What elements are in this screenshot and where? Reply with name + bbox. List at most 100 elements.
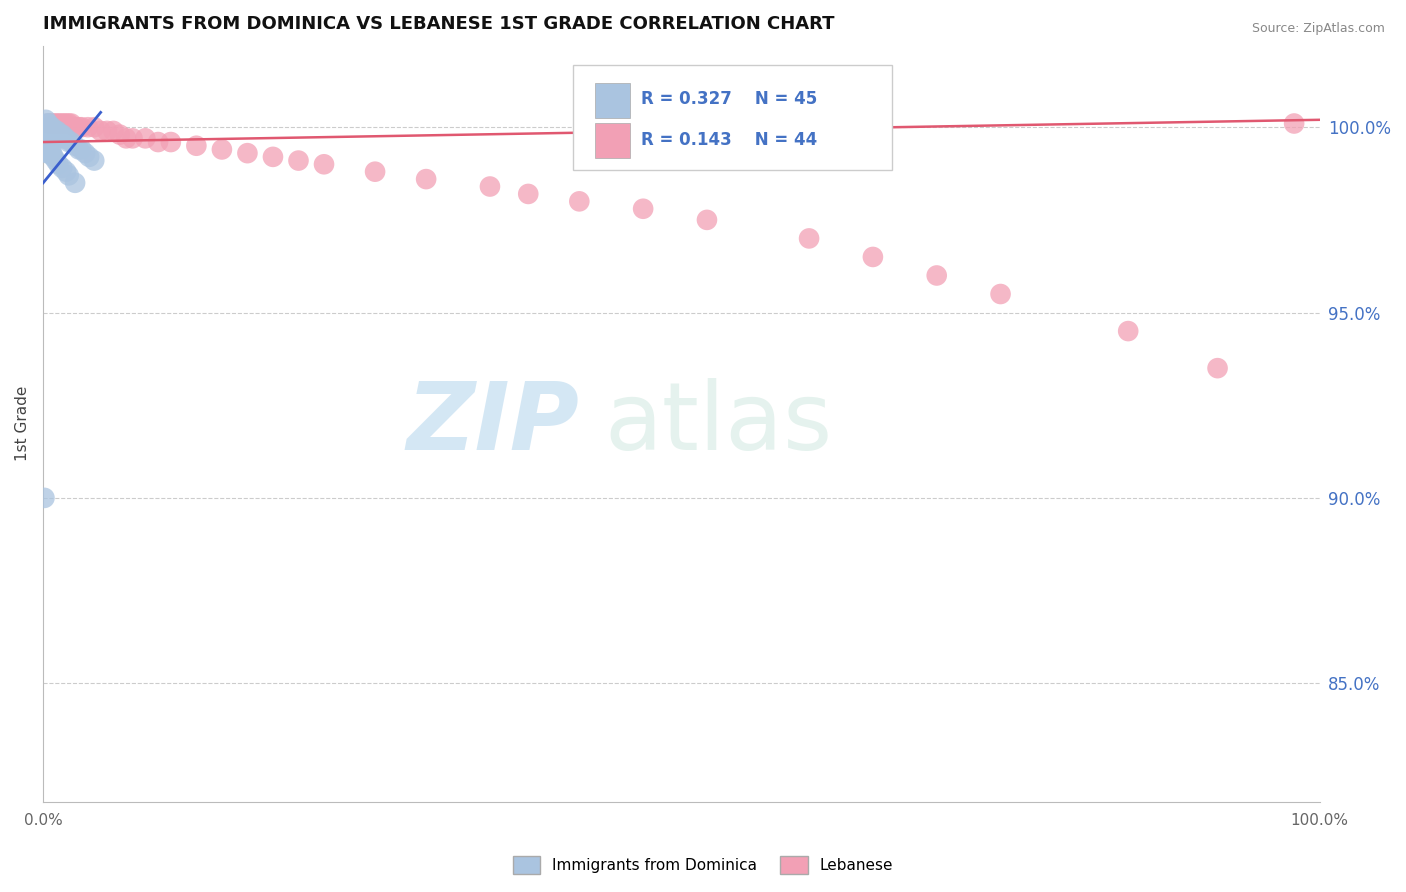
Point [1282, 116, 1305, 130]
Point [186, 138, 208, 153]
Point [51, 128, 73, 142]
Legend: Immigrants from Dominica, Lebanese: Immigrants from Dominica, Lebanese [506, 850, 900, 880]
Point [103, 124, 125, 138]
Point [53, 131, 76, 145]
Point [146, 135, 169, 149]
Point [160, 135, 183, 149]
Point [70, 143, 93, 157]
Point [83, 153, 105, 168]
Point [49, 116, 72, 130]
Point [58, 135, 80, 149]
Point [134, 131, 156, 145]
Point [70, 120, 93, 135]
Point [48, 128, 70, 142]
Point [55, 116, 77, 130]
Point [63, 120, 86, 135]
Point [49, 128, 72, 142]
Point [862, 250, 884, 264]
Point [568, 194, 591, 209]
Point [52, 131, 75, 145]
Point [45, 153, 67, 168]
Point [42, 116, 65, 130]
Point [35, 143, 58, 157]
Point [38, 138, 60, 153]
Point [52, 116, 75, 130]
Point [38, 120, 60, 135]
Bar [595, 123, 630, 158]
Point [35, 128, 58, 142]
Point [35, 131, 58, 145]
Point [48, 116, 70, 130]
Point [415, 172, 437, 186]
Point [67, 143, 90, 157]
Point [48, 157, 70, 171]
Point [77, 150, 100, 164]
Point [60, 116, 83, 130]
Point [41, 146, 63, 161]
Point [287, 153, 309, 168]
Point [42, 124, 65, 138]
Point [115, 131, 138, 145]
Point [478, 179, 501, 194]
Point [37, 146, 59, 161]
Point [60, 135, 83, 149]
Point [631, 202, 654, 216]
Point [55, 131, 77, 145]
Point [1116, 324, 1139, 338]
Point [96, 124, 118, 138]
Point [51, 161, 73, 175]
Point [35, 146, 58, 161]
Y-axis label: 1st Grade: 1st Grade [15, 386, 30, 461]
Point [58, 116, 80, 130]
Point [37, 135, 59, 149]
Point [211, 143, 233, 157]
Point [35, 135, 58, 149]
Point [49, 128, 72, 142]
Point [45, 116, 67, 130]
Point [90, 124, 112, 138]
Point [1206, 361, 1229, 376]
Text: Source: ZipAtlas.com: Source: ZipAtlas.com [1251, 22, 1385, 36]
Point [39, 120, 62, 135]
Point [63, 138, 86, 153]
Bar [595, 83, 630, 118]
Point [83, 120, 105, 135]
Point [696, 213, 718, 227]
Point [58, 169, 80, 183]
Text: atlas: atlas [605, 377, 834, 470]
Text: ZIP: ZIP [406, 377, 579, 470]
Point [39, 116, 62, 130]
Point [35, 116, 58, 130]
Point [44, 124, 66, 138]
Text: IMMIGRANTS FROM DOMINICA VS LEBANESE 1ST GRADE CORRELATION CHART: IMMIGRANTS FROM DOMINICA VS LEBANESE 1ST… [44, 15, 835, 33]
Point [37, 116, 59, 130]
Point [925, 268, 948, 283]
Point [37, 116, 59, 130]
Point [67, 120, 90, 135]
Point [35, 138, 58, 153]
Point [364, 164, 387, 178]
Point [38, 120, 60, 135]
Text: R = 0.327    N = 45: R = 0.327 N = 45 [641, 90, 817, 108]
Point [42, 150, 65, 164]
Point [108, 128, 131, 142]
Point [55, 164, 77, 178]
Text: R = 0.143    N = 44: R = 0.143 N = 44 [641, 131, 817, 149]
Point [990, 287, 1012, 301]
Point [46, 124, 69, 138]
Point [45, 124, 67, 138]
Point [39, 143, 62, 157]
Point [35, 112, 58, 127]
Point [236, 146, 259, 161]
Point [76, 120, 98, 135]
Point [63, 176, 86, 190]
Point [262, 150, 284, 164]
Point [41, 120, 63, 135]
Point [517, 186, 540, 201]
FancyBboxPatch shape [572, 64, 891, 170]
Point [34, 491, 56, 505]
Point [75, 146, 97, 161]
Point [121, 131, 143, 145]
Point [312, 157, 335, 171]
Point [797, 231, 820, 245]
